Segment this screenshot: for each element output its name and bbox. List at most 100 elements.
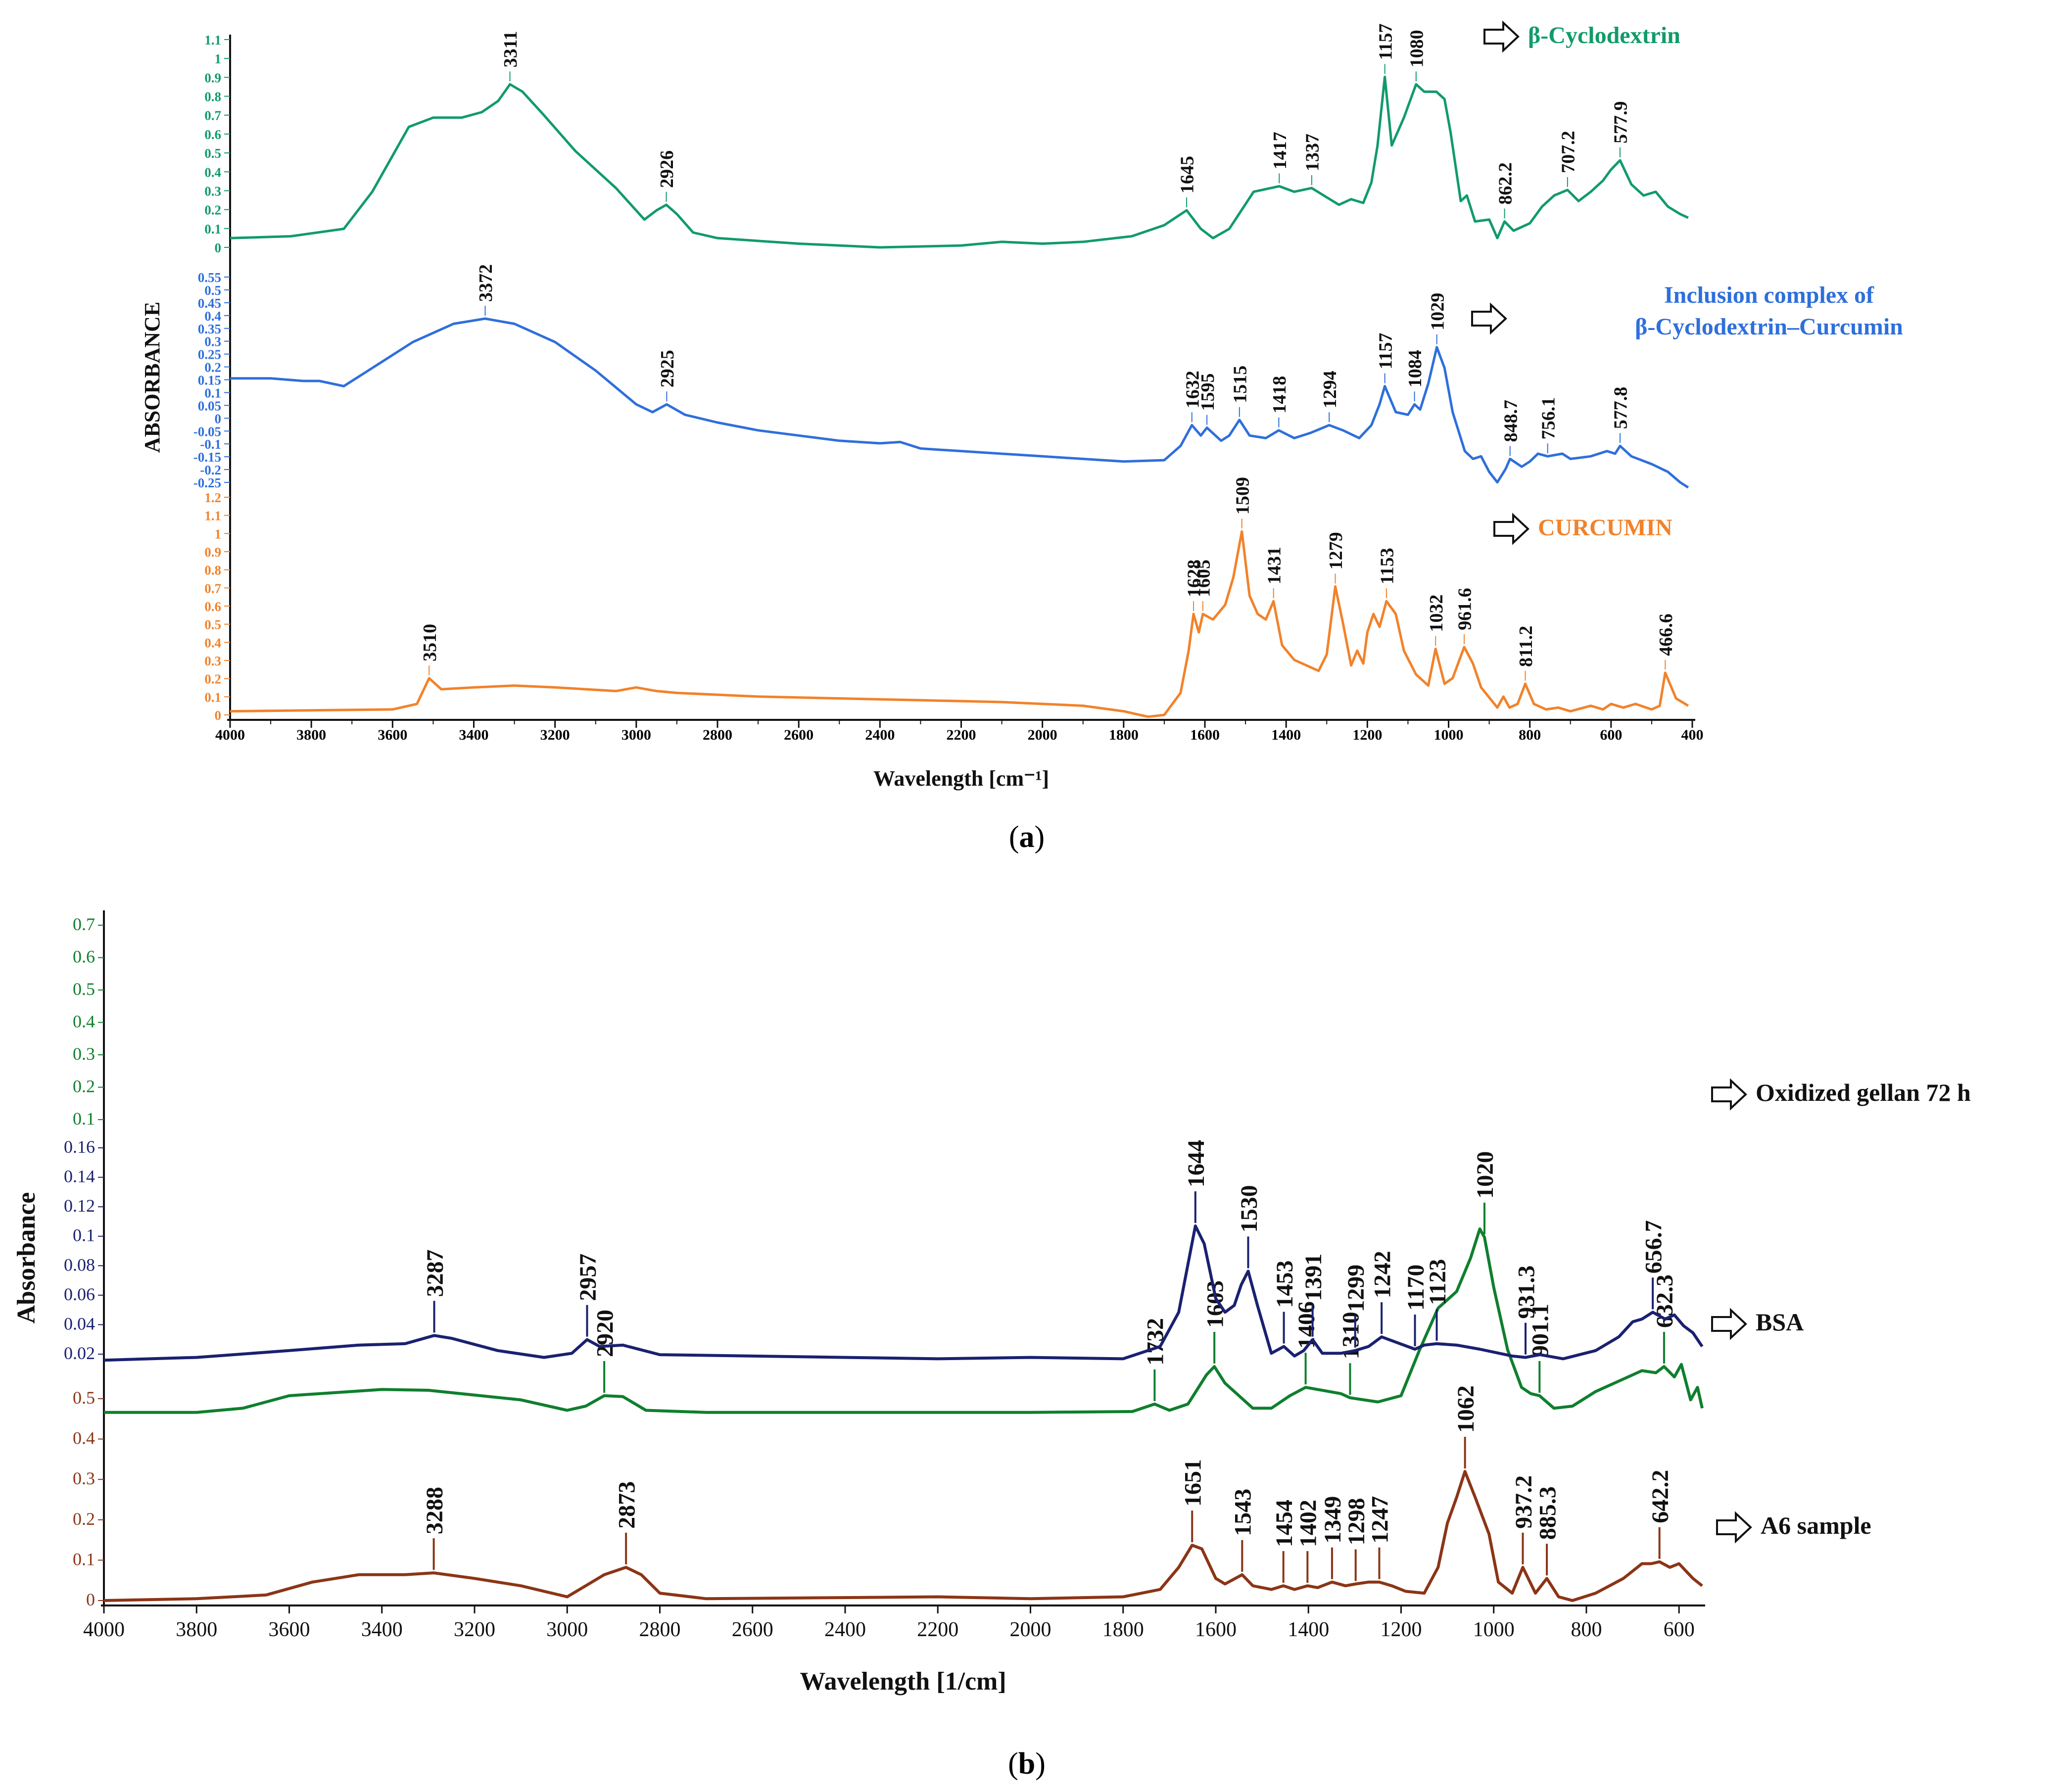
oxidized-gellan-72-h-peak-label: 2920	[592, 1310, 618, 1357]
curcumin-peak-label: 1153	[1377, 548, 1398, 584]
inclusion-complex-of-cyclodextrin-curcumin-peak-label: 1418	[1269, 376, 1290, 414]
curcumin-peak-label: 1032	[1426, 595, 1447, 632]
bsa-peak-label: 1123	[1425, 1259, 1451, 1305]
inclusion-complex-of-cyclodextrin-curcumin-legend-arrow	[1471, 302, 1507, 335]
cyclodextrin-peak-label: 3311	[500, 31, 521, 67]
bsa-peak-label: 1391	[1300, 1254, 1327, 1301]
oxidized-gellan-72-h-peak-label: 1020	[1472, 1151, 1498, 1199]
curcumin-y-tick-label: 0	[215, 708, 222, 723]
a6-sample-peak-label: 1543	[1230, 1489, 1256, 1536]
cyclodextrin-peak-label: 862.2	[1495, 162, 1516, 205]
curcumin-y-tick-label: 0.7	[204, 581, 221, 596]
oxidized-gellan-72-h-y-tick-label: 0.6	[73, 947, 95, 967]
x-tick-label: 1800	[1109, 727, 1139, 743]
bsa-peak-label: 3287	[422, 1249, 448, 1297]
x-tick-label: 1600	[1190, 727, 1220, 743]
oxidized-gellan-72-h-peak-label: 901.1	[1528, 1304, 1554, 1357]
panel-a-chart: 4000 3800 3600 3400 3200 3000 2800 2600 2400 2200…	[140, 20, 1903, 791]
x-tick-label: 2600	[784, 727, 813, 743]
cyclodextrin-y-tick-label: 0.9	[204, 70, 221, 85]
x-tick-label: 3400	[361, 1618, 403, 1641]
cyclodextrin-y-tick-label: 0.4	[204, 165, 221, 180]
curcumin-y-tick-label: 0.2	[204, 672, 221, 687]
a6-sample-y-tick-label: 0.5	[73, 1388, 95, 1408]
x-axis-title: Wavelength [1/cm]	[800, 1667, 1006, 1696]
bsa-y-tick-label: 0.04	[64, 1314, 95, 1333]
curcumin-peak-label: 1628	[1184, 560, 1205, 597]
inclusion-complex-of-cyclodextrin-curcumin-y-tick-label: 0.45	[198, 296, 221, 311]
curcumin-spectrum-line	[230, 530, 1689, 718]
a6-sample-y-tick-label: 0	[86, 1590, 95, 1609]
x-tick-label: 2000	[1028, 727, 1057, 743]
inclusion-complex-of-cyclodextrin-curcumin-peak-label: 1029	[1427, 293, 1448, 330]
curcumin-y-tick-label: 0.9	[204, 545, 221, 560]
x-tick-label: 3800	[176, 1618, 217, 1641]
y-axis-title: ABSORBANCE	[140, 302, 164, 453]
x-tick-label: 2400	[824, 1618, 866, 1641]
inclusion-complex-of-cyclodextrin-curcumin-peak-label: 1595	[1197, 374, 1218, 411]
inclusion-complex-of-cyclodextrin-curcumin-y-tick-label: 0.3	[204, 334, 221, 349]
panel-b-chart: 4000 3800 3600 3400 3200 3000 2800 2600 2400 2200…	[12, 910, 1971, 1696]
cyclodextrin-y-tick-label: 0.8	[204, 90, 221, 104]
x-tick-label: 1000	[1473, 1618, 1515, 1641]
cyclodextrin-y-tick-label: 0.2	[204, 203, 221, 218]
inclusion-complex-of-cyclodextrin-curcumin-y-tick-label: 0.4	[204, 309, 221, 324]
a6-sample-legend-text: A6 sample	[1761, 1511, 1871, 1539]
curcumin-y-tick-label: 1.1	[204, 509, 221, 523]
inclusion-complex-of-cyclodextrin-curcumin-peak-label: 1515	[1230, 366, 1250, 403]
cyclodextrin-peak-label: 1157	[1375, 24, 1396, 60]
curcumin-peak-label: 811.2	[1516, 626, 1536, 667]
bsa-peak-label: 1453	[1272, 1260, 1298, 1308]
bsa-peak-label: 1530	[1236, 1185, 1262, 1232]
oxidized-gellan-72-h-spectrum-line	[104, 1227, 1704, 1414]
a6-sample-peak-label: 937.2	[1511, 1475, 1537, 1529]
cyclodextrin-y-tick-label: 1.1	[204, 33, 221, 47]
a6-sample-y-tick-label: 0.3	[73, 1468, 95, 1488]
bsa-peak-label: 1299	[1343, 1265, 1369, 1312]
inclusion-complex-of-cyclodextrin-curcumin-y-tick-label: 0.15	[198, 373, 221, 388]
cyclodextrin-legend-arrow	[1483, 20, 1520, 53]
a6-sample-peak-label: 1247	[1367, 1496, 1393, 1544]
x-tick-label: 1000	[1434, 727, 1464, 743]
x-tick-label: 600	[1600, 727, 1622, 743]
x-tick-label: 1400	[1288, 1618, 1329, 1641]
a6-sample-peak-label: 885.3	[1534, 1486, 1561, 1540]
oxidized-gellan-72-h-peak-label: 1732	[1143, 1318, 1169, 1366]
x-tick-label: 1600	[1195, 1618, 1237, 1641]
x-tick-label: 2200	[917, 1618, 958, 1641]
bsa-y-tick-label: 0.1	[73, 1226, 95, 1245]
curcumin-y-tick-label: 0.5	[204, 617, 221, 632]
bsa-y-tick-label: 0.16	[64, 1137, 95, 1157]
bsa-y-tick-label: 0.14	[64, 1167, 95, 1186]
inclusion-complex-of-cyclodextrin-curcumin-peak-label: 756.1	[1538, 397, 1559, 440]
a6-sample-y-tick-label: 0.1	[73, 1549, 95, 1569]
cyclodextrin-y-tick-label: 0.5	[204, 146, 221, 161]
x-tick-label: 800	[1571, 1618, 1602, 1641]
panel-a-letter: a	[1019, 820, 1035, 854]
cyclodextrin-y-tick-label: 0.6	[204, 127, 221, 142]
inclusion-complex-of-cyclodextrin-curcumin-legend-text: β-Cyclodextrin–Curcumin	[1635, 314, 1903, 340]
inclusion-complex-of-cyclodextrin-curcumin-y-tick-label: 0.35	[198, 322, 221, 336]
x-tick-label: 3400	[459, 727, 489, 743]
x-tick-label: 3800	[296, 727, 326, 743]
bsa-y-tick-label: 0.08	[64, 1255, 95, 1274]
curcumin-peak-label: 1509	[1232, 477, 1253, 515]
x-tick-label: 3000	[546, 1618, 588, 1641]
inclusion-complex-of-cyclodextrin-curcumin-y-tick-label: 0	[215, 411, 222, 426]
curcumin-y-tick-label: 0.4	[204, 635, 221, 650]
cyclodextrin-peak-label: 577.9	[1611, 101, 1631, 143]
inclusion-complex-of-cyclodextrin-curcumin-peak-label: 3372	[476, 264, 496, 302]
a6-sample-legend-arrow	[1716, 1511, 1752, 1544]
inclusion-complex-of-cyclodextrin-curcumin-peak-label: 1294	[1320, 371, 1340, 408]
a6-sample-peak-label: 1651	[1180, 1459, 1206, 1507]
cyclodextrin-peak-label: 1645	[1177, 156, 1198, 193]
curcumin-peak-label: 3510	[420, 624, 440, 661]
bsa-y-tick-label: 0.12	[64, 1196, 95, 1216]
x-tick-label: 2600	[732, 1618, 773, 1641]
y-axis-title: Absorbance	[12, 1192, 41, 1324]
panel-a-label: (a)	[1009, 820, 1045, 854]
oxidized-gellan-72-h-y-tick-label: 0.2	[73, 1077, 95, 1096]
x-tick-label: 1800	[1102, 1618, 1144, 1641]
bsa-legend-text: BSA	[1756, 1308, 1804, 1336]
